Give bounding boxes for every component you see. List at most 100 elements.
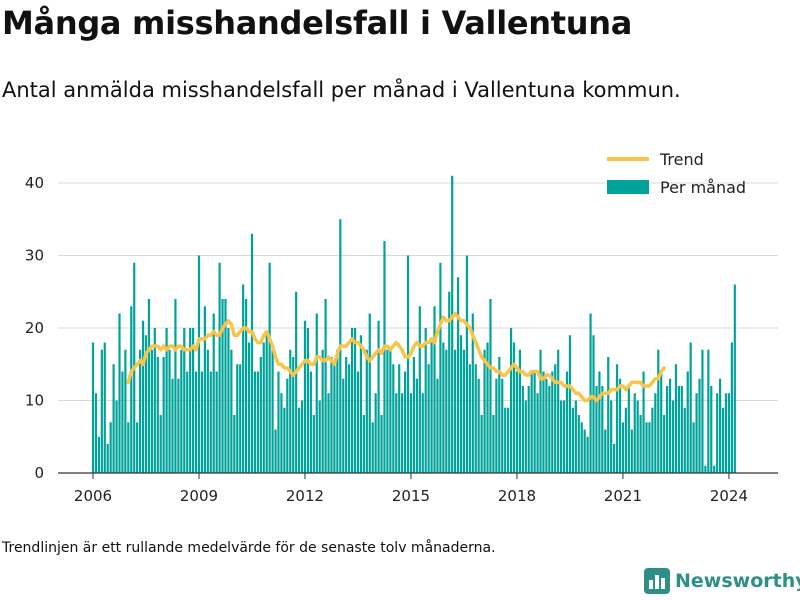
bar [515, 371, 519, 473]
bar [221, 299, 224, 473]
y-tick-label: 0 [34, 464, 44, 482]
bar [206, 349, 209, 473]
bar [100, 349, 103, 473]
bar [677, 386, 680, 473]
bar [459, 335, 463, 473]
bar [710, 386, 713, 473]
bar [174, 299, 177, 473]
bar [456, 277, 460, 473]
bar [374, 393, 377, 473]
bar [501, 378, 504, 473]
bar [280, 393, 283, 473]
chart-area: 0 10 20 30 40 2006 2009 2012 2015 2018 2021 2024 T… [25, 150, 778, 505]
bar [97, 436, 100, 473]
bar [492, 415, 495, 473]
bar [136, 422, 139, 473]
bar [342, 378, 345, 473]
bar [518, 349, 522, 473]
bar [94, 393, 98, 473]
bar [592, 335, 595, 473]
bar [253, 371, 257, 473]
bar [568, 335, 572, 473]
bar [630, 429, 633, 473]
bar [548, 386, 551, 473]
bar [689, 342, 692, 473]
bar [165, 328, 168, 473]
bar [727, 393, 731, 473]
bar [595, 386, 598, 473]
bar [639, 415, 642, 473]
bar [150, 349, 153, 473]
bar [141, 320, 145, 473]
bar [657, 349, 660, 473]
bar [451, 175, 454, 473]
bar [324, 299, 327, 473]
bar [362, 415, 365, 473]
bar [398, 364, 401, 473]
chart-title: Många misshandelsfall i Vallentuna [2, 4, 633, 42]
bar [386, 349, 389, 473]
bar [674, 364, 678, 473]
bar [598, 371, 601, 473]
bar [480, 415, 483, 473]
bar [433, 306, 436, 473]
bar [303, 320, 307, 473]
bar [297, 407, 301, 473]
bar [274, 429, 277, 473]
legend-trend-swatch [607, 157, 649, 161]
bar [624, 407, 627, 473]
bar [462, 349, 466, 473]
bar [562, 400, 566, 473]
bar [180, 349, 183, 473]
bar [427, 364, 430, 473]
newsworthy-logo: Newsworthy [644, 568, 800, 594]
bar [589, 313, 592, 473]
bar [215, 371, 218, 473]
x-axis-ticks: 2006 2009 2012 2015 2018 2021 2024 [74, 473, 748, 505]
bar [430, 342, 433, 473]
bar [91, 342, 95, 473]
bar [707, 349, 710, 473]
bar [321, 349, 324, 473]
bar [327, 393, 330, 473]
bar [127, 422, 130, 473]
bar [139, 349, 142, 473]
bar [636, 400, 639, 473]
bar [247, 342, 251, 473]
bar-series [91, 175, 736, 473]
bar [545, 378, 548, 473]
bar [162, 357, 165, 473]
bar [212, 313, 215, 473]
bar [265, 335, 268, 473]
bar [218, 262, 221, 473]
y-tick-label: 30 [25, 247, 44, 265]
bar [648, 422, 651, 473]
bar [530, 371, 533, 473]
bar [315, 313, 318, 473]
bar [230, 349, 233, 473]
bar [389, 349, 392, 473]
y-tick-label: 20 [25, 319, 44, 337]
bar [236, 364, 239, 473]
bar [350, 328, 354, 473]
x-tick-label: 2006 [74, 487, 112, 505]
bar [392, 364, 395, 473]
bar [200, 371, 204, 473]
bar [618, 378, 622, 473]
bar [474, 364, 477, 473]
bar [498, 357, 501, 473]
bar [724, 393, 728, 473]
bar [666, 386, 669, 473]
bar [209, 371, 212, 473]
bar [365, 349, 368, 473]
bar [730, 342, 733, 473]
bar [380, 415, 383, 473]
bar [442, 342, 445, 473]
bar [604, 429, 607, 473]
bar [283, 407, 286, 473]
bar [183, 328, 186, 473]
bar [486, 342, 489, 473]
legend-bars-swatch [607, 180, 649, 194]
x-tick-label: 2024 [710, 487, 748, 505]
bar [156, 357, 159, 473]
